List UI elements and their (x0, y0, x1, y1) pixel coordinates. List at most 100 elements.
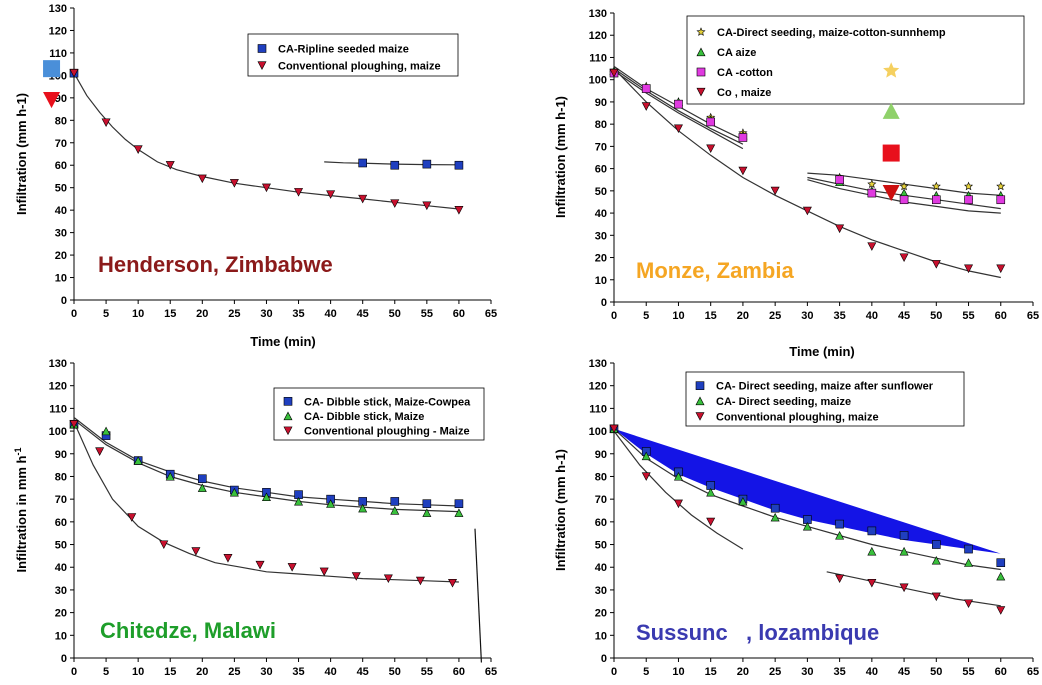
data-point (867, 526, 877, 536)
data-point (383, 574, 393, 584)
data-point (69, 69, 79, 78)
data-point (133, 456, 143, 465)
legend: CA-Ripline seeded maize Conventional plou… (247, 33, 459, 77)
data-point (415, 576, 425, 586)
x-tick-label: 60 (453, 308, 465, 320)
x-tick-label: 0 (71, 308, 77, 320)
fit-curve (826, 571, 1001, 607)
x-tick-label: 40 (324, 308, 336, 320)
legend-marker (257, 61, 267, 70)
x-tick-label: 50 (930, 310, 942, 322)
x-tick-label: 45 (357, 308, 369, 320)
legend-label: CA aize (717, 47, 756, 59)
legend: CA-Direct seeding, maize-cotton-sunnhemp… (686, 15, 1025, 105)
data-point (641, 102, 651, 111)
y-axis-label: Infiltration in mm h-1 (13, 447, 29, 572)
chart-panel-2: 0 10 20 30 40 50 60 70 80 90 100 110 120 130 0 5 10 15 20 2… (553, 8, 1039, 359)
data-point (706, 144, 716, 154)
legend-label: CA- Dibble stick, Maize (304, 411, 424, 423)
x-tick-label: 10 (132, 666, 144, 678)
x-tick-label: 50 (389, 666, 401, 678)
y-tick-label: 60 (595, 164, 607, 176)
y-tick-label: 60 (55, 517, 67, 529)
legend-label: CA- Direct seeding, maize (716, 396, 851, 408)
x-tick-label: 0 (611, 310, 617, 322)
y-tick-label: 50 (55, 183, 67, 195)
y-tick-label: 110 (589, 52, 607, 64)
y-tick-label: 70 (55, 138, 67, 150)
y-tick-label: 10 (595, 275, 607, 287)
data-point (159, 540, 169, 549)
legend-label: CA- Dibble stick, Maize-Cowpea (304, 396, 471, 408)
y-tick-label: 10 (595, 630, 607, 642)
x-tick-label: 5 (103, 666, 109, 678)
data-point (673, 472, 683, 481)
y-tick-label: 30 (55, 228, 67, 240)
y-tick-label: 100 (589, 75, 607, 87)
x-tick-label: 65 (485, 666, 497, 678)
x-tick-label: 35 (292, 666, 304, 678)
data-point (358, 158, 367, 168)
data-point (448, 579, 458, 588)
x-tick-label: 50 (930, 666, 942, 678)
data-point (899, 195, 909, 205)
y-tick-label: 110 (589, 403, 607, 415)
legend-marker (283, 397, 293, 406)
legend-marker (696, 47, 706, 57)
data-point (673, 124, 683, 134)
x-tick-label: 25 (769, 666, 781, 678)
x-tick-label: 35 (833, 310, 845, 322)
x-tick-label: 0 (71, 666, 77, 678)
x-tick-label: 10 (132, 308, 144, 320)
y-tick-label: 80 (55, 115, 67, 127)
data-point (867, 179, 877, 189)
legend-box (273, 387, 485, 441)
data-point (835, 531, 845, 540)
y-tick-label: 80 (55, 471, 67, 483)
overlay-marker (882, 102, 900, 119)
legend-label: Conventional ploughing - Maize (304, 426, 470, 438)
data-point (931, 592, 941, 602)
y-tick-label: 120 (49, 381, 67, 393)
y-axis-label: Infiltration (mm h-1) (553, 449, 568, 571)
overlay-marker (882, 184, 900, 202)
y-tick-label: 110 (49, 48, 67, 60)
data-point (133, 145, 143, 154)
y-tick-label: 100 (49, 426, 67, 438)
y-tick-label: 60 (595, 517, 607, 529)
x-tick-label: 65 (1027, 310, 1039, 322)
data-point (867, 188, 877, 198)
data-point (641, 472, 651, 481)
data-point (95, 447, 105, 456)
y-tick-label: 130 (49, 358, 67, 370)
data-point (609, 424, 619, 434)
data-point (770, 186, 780, 196)
x-tick-label: 45 (898, 666, 910, 678)
chart-panel-3: 0 10 20 30 40 50 60 70 80 90 100 110 120 130 0 5 10 15 20 2… (13, 358, 497, 678)
x-tick-label: 15 (164, 666, 176, 678)
data-point (229, 179, 239, 188)
data-point (996, 606, 1006, 615)
data-point (197, 483, 207, 492)
data-point (165, 472, 175, 481)
y-tick-label: 50 (55, 540, 67, 552)
legend-marker (695, 396, 705, 406)
data-point (390, 506, 400, 515)
y-tick-label: 0 (601, 297, 607, 309)
x-tick-label: 30 (801, 666, 813, 678)
overlay-marker (43, 60, 61, 78)
x-tick-label: 10 (672, 666, 684, 678)
y-tick-label: 10 (55, 273, 67, 285)
legend-label: Co , maize (717, 87, 771, 99)
x-tick-label: 5 (643, 310, 649, 322)
data-point (229, 487, 239, 497)
x-tick-label: 55 (962, 666, 974, 678)
legend: CA- Dibble stick, Maize-Cowpea CA- Dibble… (273, 387, 485, 441)
data-point (964, 544, 973, 554)
x-tick-label: 30 (260, 308, 272, 320)
data-point (454, 499, 464, 508)
data-point (835, 224, 845, 234)
legend-label: Conventional ploughing, maize (716, 411, 879, 423)
x-tick-label: 10 (672, 310, 684, 322)
x-tick-label: 55 (421, 308, 433, 320)
